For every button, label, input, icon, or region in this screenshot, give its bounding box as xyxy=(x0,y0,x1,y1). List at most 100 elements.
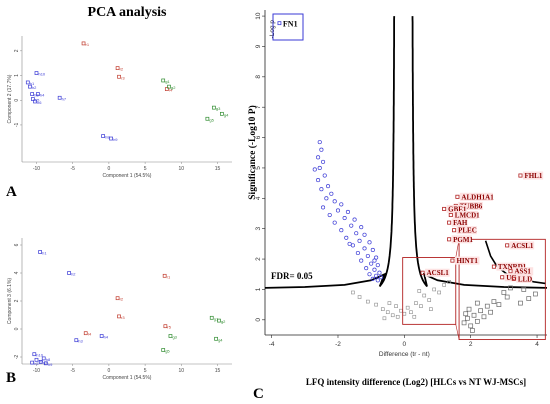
volcano-point-down xyxy=(379,275,384,280)
pca-b-point-green xyxy=(161,348,166,352)
volcano-x-axis-title: LFQ intensity difference (Log2) [HLCs vs… xyxy=(306,377,526,387)
volcano-point-up xyxy=(447,237,452,242)
pca-b-point-blue xyxy=(99,334,104,338)
pca-b-x-tick-label: 15 xyxy=(215,368,221,374)
volcano-point-down xyxy=(342,216,347,221)
pca-b-point-label: h8 xyxy=(46,357,51,362)
volcano-x-tick-label: 0 xyxy=(403,341,407,348)
volcano-point-nonsignificant xyxy=(351,290,355,295)
volcano-point-down xyxy=(329,191,334,196)
volcano-point-up xyxy=(511,276,516,281)
volcano-point-nonsignificant xyxy=(394,304,398,308)
pca-a-point-label: h7 xyxy=(62,96,67,101)
pca-a-point-blue xyxy=(101,134,105,138)
pca-b-y-tick-label: -2 xyxy=(14,355,20,360)
volcano-y-tick-label: 3 xyxy=(255,227,262,231)
volcano-point-down xyxy=(372,267,377,272)
volcano-point-down xyxy=(367,272,372,277)
pca-b-x-tick-label: 10 xyxy=(179,368,185,374)
gene-label: FHL1 xyxy=(524,172,542,180)
fn1-box xyxy=(272,13,304,41)
pca-b-point-green xyxy=(168,334,173,338)
zoom-point xyxy=(471,312,477,318)
pca-a-point-label: h8 xyxy=(105,135,110,140)
pca-b-point-label: g4 xyxy=(218,337,223,342)
pca-a-point-blue xyxy=(36,92,40,96)
pca-a-point-blue xyxy=(57,95,62,100)
pca-b-point-label: g1 xyxy=(214,316,219,321)
pca-b-point-label: g3 xyxy=(172,335,177,340)
pca-a-y-tick-label: -1 xyxy=(14,123,20,128)
volcano-point-up xyxy=(455,194,460,199)
gene-label: HINT1 xyxy=(456,257,478,265)
volcano-x-tick-label: 4 xyxy=(535,341,539,348)
volcano-point-down xyxy=(377,270,382,275)
pca-b-point-green xyxy=(214,336,218,341)
volcano-point-nonsignificant xyxy=(399,308,403,313)
volcano-point-down xyxy=(327,212,332,218)
volcano-point-nonsignificant xyxy=(417,289,422,293)
volcano-point-down xyxy=(321,205,326,210)
pca-b-x-tick-label: 0 xyxy=(108,368,111,374)
volcano-y-tick-label: 2 xyxy=(255,257,262,261)
volcano-point-down xyxy=(345,209,350,215)
gene-label: PGM1 xyxy=(453,236,473,244)
volcano-point-down xyxy=(347,241,352,246)
gene-label: PLEC xyxy=(458,227,477,235)
gene-label-background xyxy=(451,218,468,227)
volcano-point-down xyxy=(317,165,322,170)
zoom-point xyxy=(501,290,507,295)
volcano-y-tick-label: 1 xyxy=(255,287,262,291)
gene-label: LMCD1 xyxy=(455,212,480,220)
volcano-point-up xyxy=(448,213,453,218)
volcano-y-axis-title: Significance (-Log10 P) xyxy=(247,105,258,199)
pca-b-point-green xyxy=(209,315,214,320)
volcano-point-down xyxy=(322,173,327,178)
volcano-point-nonsignificant xyxy=(402,311,407,316)
gene-label: LLD xyxy=(518,275,532,283)
volcano-point-down xyxy=(355,250,360,256)
volcano-x-tick-label: -2 xyxy=(335,341,341,348)
panel-letter-a: A xyxy=(6,184,17,200)
pca-a-point-label: h2 xyxy=(32,85,37,90)
volcano-point-up xyxy=(491,264,496,269)
pca-b-point-label: h6 xyxy=(38,358,43,363)
volcano-point-down xyxy=(317,140,322,145)
zoom-point xyxy=(508,285,513,291)
pca-a-point-label: g3 xyxy=(216,106,221,111)
pca-b-point-label: r1 xyxy=(167,274,171,279)
volcano-point-down xyxy=(370,247,375,253)
volcano-point-nonsignificant xyxy=(422,293,427,298)
pca-a-x-tick-label: -5 xyxy=(70,166,75,172)
pca-a-point-label: h5 xyxy=(35,98,40,103)
pca-a-y-tick-label: 0 xyxy=(14,99,20,102)
pca-b-point-label: r2 xyxy=(120,297,124,302)
volcano-point-down xyxy=(367,240,372,245)
zoom-point xyxy=(488,309,493,315)
pca-b-x-tick-label: -5 xyxy=(70,368,75,374)
pca-a-point-label: r1 xyxy=(86,42,90,47)
zoom-box-large xyxy=(458,238,546,341)
volcano-y-tick-label: 4 xyxy=(255,196,262,200)
pca-a-point-blue xyxy=(33,99,37,104)
volcano-y-tick-label: 8 xyxy=(255,75,262,79)
pca-b-y-tick-label: 0 xyxy=(14,327,20,330)
gene-label-background xyxy=(522,171,544,180)
volcano-y-tick-label: 10 xyxy=(255,12,262,20)
pca-a-x-tick-label: 15 xyxy=(215,166,221,172)
zoom-box-small xyxy=(402,257,457,325)
pca-a-point-label: h4 xyxy=(40,93,45,98)
pca-title: PCA analysis xyxy=(88,5,168,20)
gene-label-background xyxy=(516,274,533,283)
pca-a-point-label: h1 xyxy=(30,81,35,86)
volcano-point-down xyxy=(375,263,380,268)
threshold-curve-left xyxy=(264,16,396,289)
volcano-point-down xyxy=(332,220,337,225)
pca-a-point-red xyxy=(81,41,86,46)
gene-label-background xyxy=(446,204,467,213)
pca-a-point-label: r3 xyxy=(121,75,125,80)
volcano-point-down xyxy=(374,255,379,260)
volcano-point-down xyxy=(349,223,354,228)
volcano-point-down xyxy=(344,235,349,240)
zoom-point xyxy=(463,311,469,317)
